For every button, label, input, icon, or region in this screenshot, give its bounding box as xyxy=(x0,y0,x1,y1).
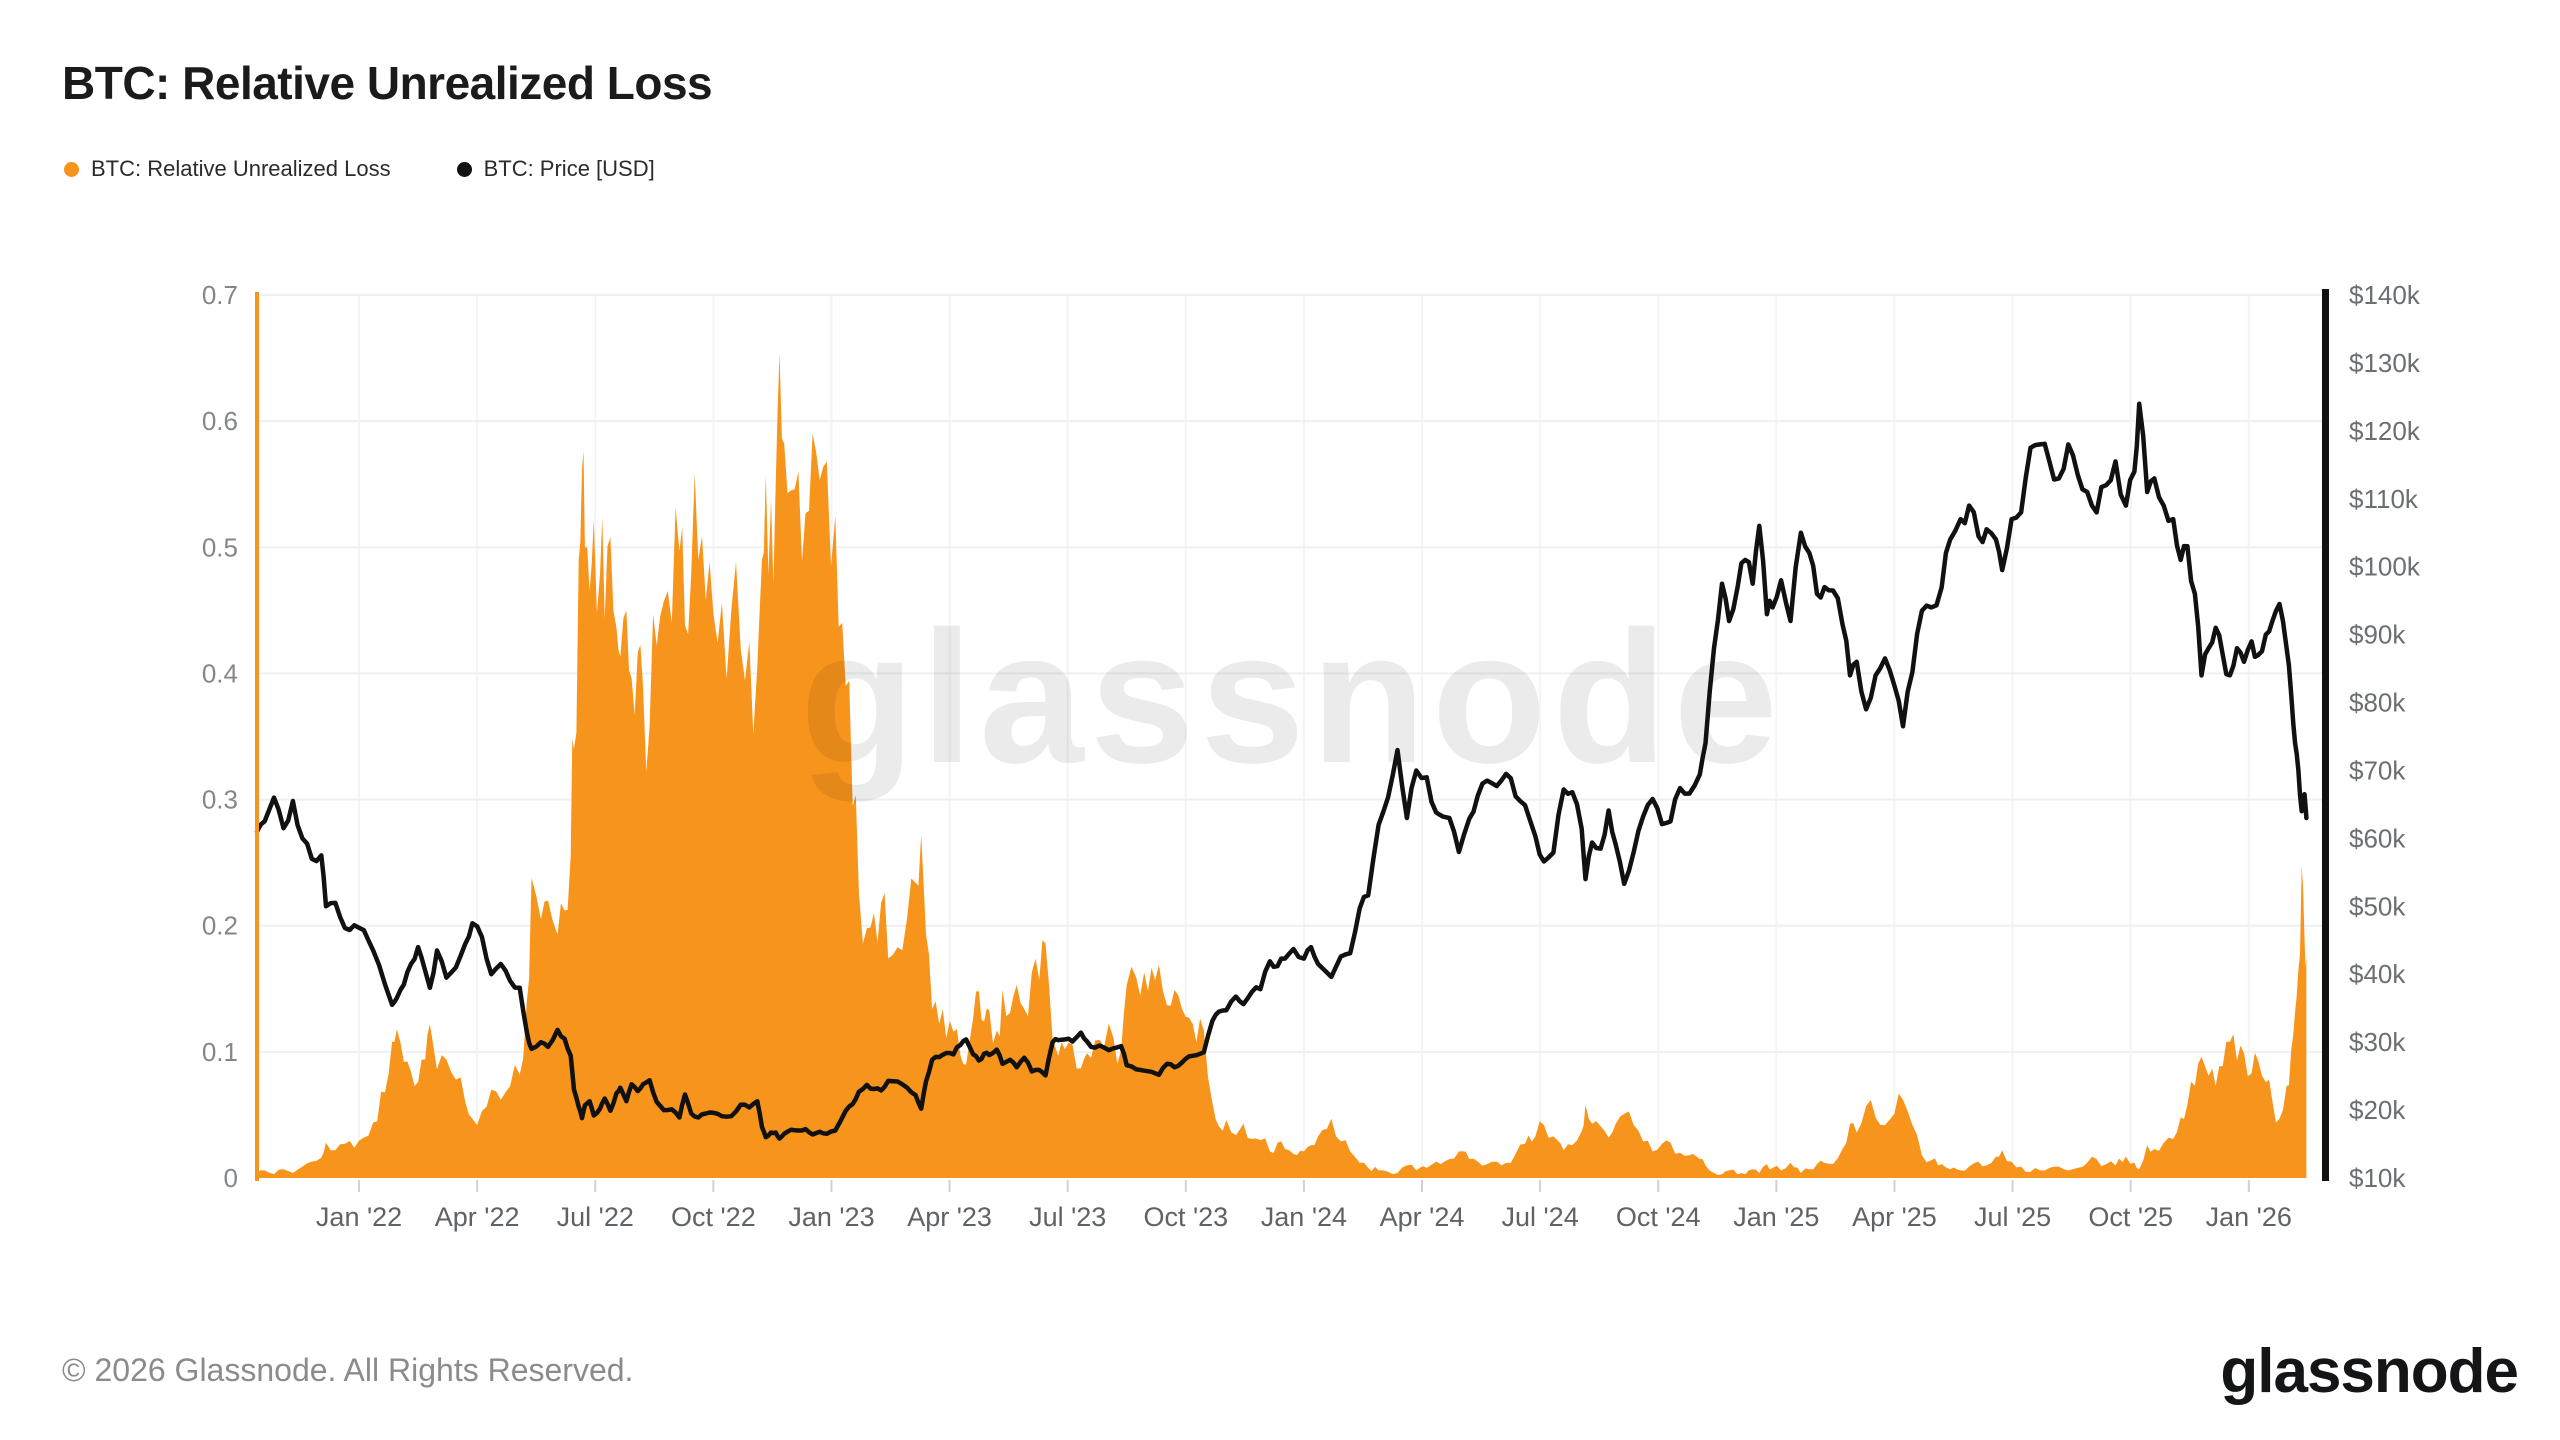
plot-area[interactable] xyxy=(257,295,2322,1178)
right-axis-line xyxy=(2322,289,2329,1181)
left-axis-label: 0 xyxy=(224,1163,238,1193)
left-axis-labels: 0 0.1 0.2 0.3 0.4 0.5 0.6 0.7 xyxy=(202,280,238,1193)
x-axis-label: Jul '24 xyxy=(1502,1202,1579,1232)
left-axis-label: 0.5 xyxy=(202,532,238,562)
x-axis-label: Jul '22 xyxy=(557,1202,634,1232)
legend-label: BTC: Relative Unrealized Loss xyxy=(91,156,391,181)
left-axis-label: 0.7 xyxy=(202,280,238,310)
unrealized-loss-area-series xyxy=(257,353,2307,1178)
x-axis-label: Oct '23 xyxy=(1143,1202,1228,1232)
left-axis-label: 0.6 xyxy=(202,406,238,436)
right-axis-label: $30k xyxy=(2349,1027,2406,1057)
left-axis-line xyxy=(255,292,259,1181)
chart-legend: BTC: Relative Unrealized Loss BTC: Price… xyxy=(64,156,655,182)
footer-copyright: © 2026 Glassnode. All Rights Reserved. xyxy=(62,1352,634,1388)
right-axis-label: $50k xyxy=(2349,891,2406,921)
right-axis-label: $70k xyxy=(2349,755,2406,785)
right-axis-label: $20k xyxy=(2349,1095,2406,1125)
left-axis-label: 0.2 xyxy=(202,911,238,941)
dot-icon xyxy=(456,161,472,177)
x-axis-ticks xyxy=(358,1180,2250,1192)
x-axis-label: Jan '23 xyxy=(788,1202,874,1232)
watermark-text: glassnode xyxy=(800,592,1784,802)
glassnode-logo: glassnode xyxy=(2220,1337,2519,1406)
right-axis-label: $60k xyxy=(2349,823,2406,853)
vertical-gridlines xyxy=(358,295,2250,1178)
left-axis-label: 0.4 xyxy=(202,658,238,688)
legend-label: BTC: Price [USD] xyxy=(483,156,655,181)
legend-item-relative-unrealized-loss[interactable]: BTC: Relative Unrealized Loss xyxy=(64,156,391,182)
price-line-series xyxy=(254,401,2309,1141)
x-axis-label: Oct '24 xyxy=(1616,1202,1701,1232)
right-axis-label: $120k xyxy=(2349,416,2421,446)
x-axis-label: Oct '25 xyxy=(2088,1202,2173,1232)
right-axis-label: $90k xyxy=(2349,620,2406,650)
x-axis-label: Jul '25 xyxy=(1974,1202,2051,1232)
x-axis-label: Jan '24 xyxy=(1261,1202,1347,1232)
watermark: glassnode xyxy=(800,592,1784,802)
dot-icon xyxy=(64,161,79,177)
left-axis-label: 0.1 xyxy=(202,1037,238,1067)
right-axis-label: $100k xyxy=(2349,552,2421,582)
right-axis-label: $140k xyxy=(2349,280,2421,310)
x-axis-label: Jan '25 xyxy=(1733,1202,1819,1232)
legend-item-price-usd[interactable]: BTC: Price [USD] xyxy=(456,156,655,182)
right-axis-label: $10k xyxy=(2349,1163,2406,1193)
x-axis-label: Apr '25 xyxy=(1852,1202,1937,1232)
x-axis-label: Apr '24 xyxy=(1380,1202,1465,1232)
right-axis-labels: $10k $20k $30k $40k $50k $60k $70k $80k $90k $100… xyxy=(2349,280,2421,1193)
right-axis-label: $80k xyxy=(2349,688,2406,718)
x-axis-label: Apr '23 xyxy=(907,1202,992,1232)
right-axis-label: $130k xyxy=(2349,348,2421,378)
x-axis-labels: Jan '22 Apr '22 Jul '22 Oct '22 Jan '23 Apr '… xyxy=(316,1202,2292,1232)
right-axis-label: $40k xyxy=(2349,959,2406,989)
page-title: BTC: Relative Unrealized Loss xyxy=(62,57,713,109)
x-axis-label: Jan '22 xyxy=(316,1202,402,1232)
left-axis-label: 0.3 xyxy=(202,785,238,815)
right-axis-label: $110k xyxy=(2349,484,2419,514)
x-axis-label: Jul '23 xyxy=(1029,1202,1106,1232)
x-axis-label: Jan '26 xyxy=(2206,1202,2292,1232)
x-axis-label: Apr '22 xyxy=(435,1202,520,1232)
x-axis-label: Oct '22 xyxy=(671,1202,756,1232)
